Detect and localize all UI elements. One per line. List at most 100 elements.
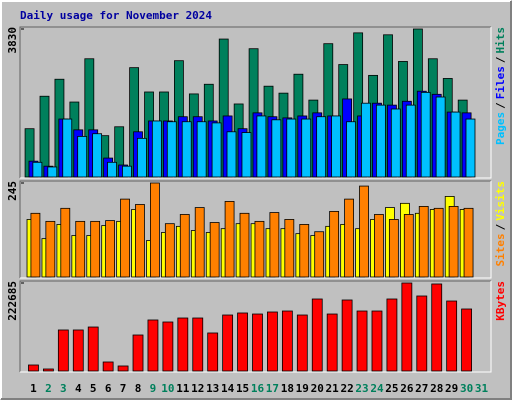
y-tick-label: 222685 <box>6 281 19 321</box>
bar <box>162 321 174 372</box>
bar <box>359 185 369 278</box>
bar <box>269 212 280 278</box>
x-tick-label: 27 <box>415 382 428 395</box>
bar <box>375 104 386 178</box>
bar <box>316 116 327 178</box>
bar <box>102 361 114 372</box>
bar <box>431 283 443 372</box>
bar <box>32 161 43 178</box>
y-tick-label: 3830 <box>6 27 19 54</box>
bar <box>371 310 383 372</box>
bar <box>47 166 58 178</box>
x-tick-label: 3 <box>60 382 67 395</box>
legend-entry: Hits <box>494 27 507 54</box>
bar <box>62 118 73 178</box>
bar <box>72 329 84 372</box>
bar <box>43 368 54 372</box>
x-tick-label: 20 <box>311 382 324 395</box>
legend: Pages / Files / Hits <box>494 27 507 145</box>
x-tick-label: 29 <box>445 382 458 395</box>
x-tick-label: 24 <box>370 382 384 395</box>
bar <box>256 115 267 178</box>
bar <box>75 220 86 278</box>
bar <box>196 121 207 178</box>
x-tick-label: 18 <box>281 382 294 395</box>
x-tick-label: 2 <box>45 382 52 395</box>
bar <box>465 118 476 178</box>
bar <box>448 206 459 278</box>
y-tick-label: 245 <box>6 181 19 201</box>
bar <box>57 329 69 372</box>
x-tick-label: 17 <box>266 382 279 395</box>
bar <box>314 231 325 278</box>
bar <box>60 207 71 278</box>
bar <box>237 312 248 372</box>
bar <box>177 317 189 372</box>
bar <box>241 132 252 178</box>
panel-edge-dark <box>19 180 491 278</box>
bar <box>254 220 265 278</box>
x-tick-label: 26 <box>400 382 414 395</box>
x-tick-label: 4 <box>75 382 82 395</box>
bar <box>271 119 282 178</box>
bar <box>211 122 222 178</box>
bar <box>386 298 398 372</box>
x-tick-label: 30 <box>460 382 473 395</box>
x-tick-label: 1 <box>30 382 37 395</box>
bar <box>416 295 428 372</box>
x-tick-label: 22 <box>340 382 353 395</box>
bar <box>194 207 205 278</box>
panel-edge-dark <box>19 26 491 178</box>
panel-edge-light <box>20 181 492 279</box>
bar <box>284 219 295 278</box>
bar <box>374 214 384 278</box>
legend-entry: Visits <box>494 181 507 221</box>
bar <box>45 220 56 278</box>
bar <box>299 224 310 278</box>
bar <box>390 108 401 178</box>
bar <box>87 326 99 372</box>
bar <box>286 118 297 178</box>
bar <box>301 118 312 178</box>
bar <box>105 220 115 278</box>
bar <box>222 314 234 372</box>
bar <box>388 219 399 278</box>
bar <box>401 282 413 372</box>
x-tick-label: 9 <box>150 382 157 395</box>
x-tick-label: 28 <box>430 382 443 395</box>
bar <box>224 201 235 278</box>
x-tick-label: 19 <box>296 382 309 395</box>
bar <box>209 222 220 278</box>
bar <box>435 96 446 178</box>
legend-entry: Pages <box>494 112 507 145</box>
x-tick-label: 15 <box>236 382 249 395</box>
x-tick-label: 16 <box>251 382 265 395</box>
bar <box>120 198 130 278</box>
bar <box>122 165 132 178</box>
bar <box>418 206 429 278</box>
legend: Sites / Visits <box>494 181 507 267</box>
legend-entry: Files <box>494 66 507 99</box>
bar <box>356 310 368 372</box>
x-tick-label: 13 <box>206 382 219 395</box>
bar <box>77 136 88 178</box>
chart-title: Daily usage for November 2024 <box>20 9 212 22</box>
x-tick-label: 10 <box>161 382 174 395</box>
bar <box>461 308 472 372</box>
legend-separator: / <box>494 102 507 109</box>
bar <box>361 102 371 178</box>
bar <box>132 334 144 372</box>
bar <box>151 120 162 178</box>
bar <box>450 111 461 178</box>
legend-separator: / <box>494 223 507 230</box>
bar <box>420 91 431 178</box>
legend-separator: / <box>494 56 507 63</box>
bar <box>179 214 190 278</box>
x-tick-label: 5 <box>90 382 97 395</box>
bar <box>192 317 204 372</box>
bar <box>433 207 444 278</box>
bar <box>147 319 159 372</box>
